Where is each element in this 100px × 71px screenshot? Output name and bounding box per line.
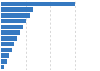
- Bar: [1, 59, 7, 64]
- Bar: [1, 65, 4, 70]
- Bar: [1, 30, 20, 35]
- Bar: [1, 24, 23, 29]
- Bar: [1, 7, 34, 12]
- Bar: [1, 1, 75, 6]
- Bar: [1, 36, 17, 41]
- Bar: [1, 47, 12, 52]
- Bar: [1, 19, 26, 24]
- Bar: [1, 42, 14, 47]
- Bar: [1, 13, 30, 18]
- Bar: [1, 53, 9, 58]
